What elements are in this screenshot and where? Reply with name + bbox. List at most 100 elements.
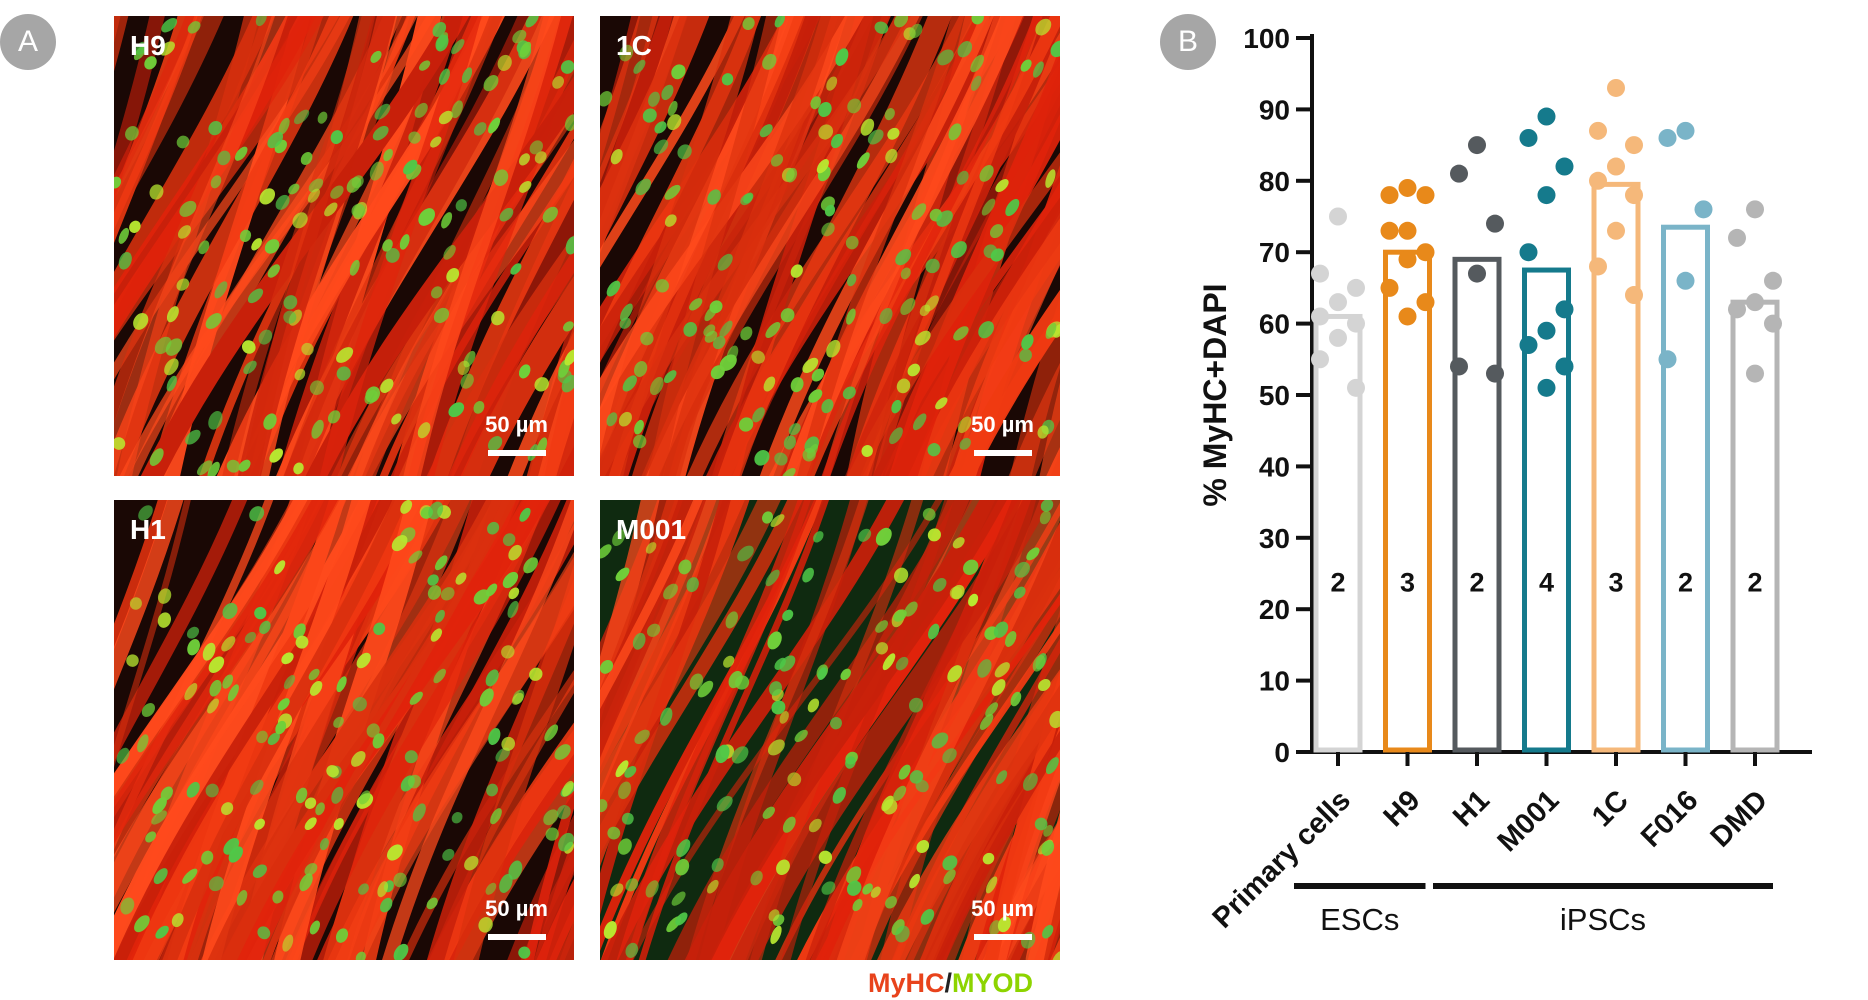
y-tick-label: 90 (1259, 94, 1290, 125)
y-tick-label: 60 (1259, 309, 1290, 340)
y-tick-label: 10 (1259, 666, 1290, 697)
micrograph-1c: 1C 50 µm (600, 16, 1060, 476)
n-label: 2 (1469, 567, 1484, 597)
data-point (1537, 107, 1556, 126)
data-point (1537, 321, 1556, 340)
data-point (1329, 207, 1347, 226)
micrograph-1c-image (600, 16, 1060, 476)
y-tick-label: 100 (1243, 23, 1290, 54)
micrograph-label: H9 (130, 30, 166, 61)
nuclei-layer (114, 16, 574, 476)
micrograph-label: 1C (616, 30, 652, 61)
data-point (1728, 300, 1746, 319)
data-point (1311, 264, 1329, 283)
y-tick-label: 30 (1259, 523, 1290, 554)
x-tick-label: H9 (1378, 784, 1427, 833)
data-point (1398, 178, 1417, 197)
scale-bar-label: 50 µm (971, 412, 1034, 437)
panel-b-badge: B (1160, 14, 1216, 70)
x-tick-label: H1 (1447, 784, 1496, 833)
micrograph-h1: H1 50 µm (114, 500, 574, 960)
data-point (1607, 157, 1625, 176)
micrograph-label: H1 (130, 514, 166, 545)
micrograph-m001: M001 50 µm (600, 500, 1060, 960)
data-point (1589, 121, 1607, 140)
data-point (1607, 221, 1625, 240)
bar (1452, 256, 1502, 753)
data-point (1676, 121, 1695, 140)
micrograph-h9: H9 50 µm (114, 16, 574, 476)
n-label: 2 (1330, 567, 1345, 597)
stain-legend-separator: / (944, 968, 953, 998)
data-point (1347, 314, 1365, 333)
n-label: 3 (1608, 567, 1623, 597)
data-point (1746, 293, 1764, 312)
micrograph-m001-image (600, 500, 1060, 960)
scale-bar-label: 50 µm (485, 412, 548, 437)
scale-bar (488, 934, 546, 940)
micrograph-h1-image (114, 500, 574, 960)
data-point (1347, 278, 1365, 297)
data-point (1746, 364, 1764, 383)
y-axis-label: % MyHC+DAPI (1197, 283, 1233, 506)
y-tick-label: 20 (1259, 594, 1290, 625)
data-point (1625, 186, 1643, 205)
stain-legend-myod: MYOD (952, 968, 1034, 998)
n-label: 4 (1539, 567, 1554, 597)
stain-legend: MyHC/MYOD (868, 968, 1033, 999)
data-point (1555, 300, 1574, 319)
data-point (1311, 307, 1329, 326)
data-point (1398, 250, 1417, 269)
data-point (1589, 171, 1607, 190)
data-point (1746, 200, 1764, 219)
data-point (1555, 357, 1574, 376)
x-tick-label: 1C (1586, 784, 1635, 833)
fiber-layer (600, 16, 1060, 476)
data-point (1764, 314, 1782, 333)
x-tick-label: M001 (1492, 784, 1566, 858)
fiber-layer (114, 500, 574, 960)
data-point (1329, 293, 1347, 312)
panel-a-badge: A (0, 14, 56, 70)
micrograph-h9-image (114, 16, 574, 476)
data-point (1416, 186, 1435, 205)
data-point (1728, 228, 1746, 247)
data-point (1380, 186, 1399, 205)
data-point (1398, 307, 1417, 326)
data-point (1519, 336, 1538, 355)
y-tick-label: 80 (1259, 166, 1290, 197)
scale-bar (974, 450, 1032, 456)
data-point (1380, 221, 1399, 240)
group-label: ESCs (1320, 902, 1399, 937)
data-point (1416, 293, 1435, 312)
data-point (1658, 350, 1677, 369)
data-point (1468, 264, 1486, 283)
nuclei-layer (600, 16, 1060, 476)
data-point (1694, 200, 1713, 219)
y-tick-label: 40 (1259, 451, 1290, 482)
bar (1522, 267, 1571, 753)
micrograph-label: M001 (616, 514, 687, 545)
n-label: 2 (1747, 567, 1762, 597)
data-point (1625, 136, 1643, 155)
bar (1661, 224, 1710, 753)
data-point (1607, 78, 1625, 97)
bar (1383, 249, 1432, 753)
nuclei-layer (116, 500, 574, 960)
data-point (1486, 364, 1504, 383)
data-point (1764, 271, 1782, 290)
data-point (1329, 328, 1347, 347)
data-point (1555, 157, 1574, 176)
data-point (1450, 164, 1468, 183)
data-point (1486, 214, 1504, 233)
fiber-layer (114, 16, 574, 476)
scale-bar-label: 50 µm (971, 896, 1034, 921)
data-point (1380, 278, 1399, 297)
data-point (1468, 136, 1486, 155)
data-point (1537, 378, 1556, 397)
data-point (1676, 271, 1695, 290)
nuclei-layer (600, 500, 1060, 960)
scale-bar (488, 450, 546, 456)
data-point (1398, 221, 1417, 240)
